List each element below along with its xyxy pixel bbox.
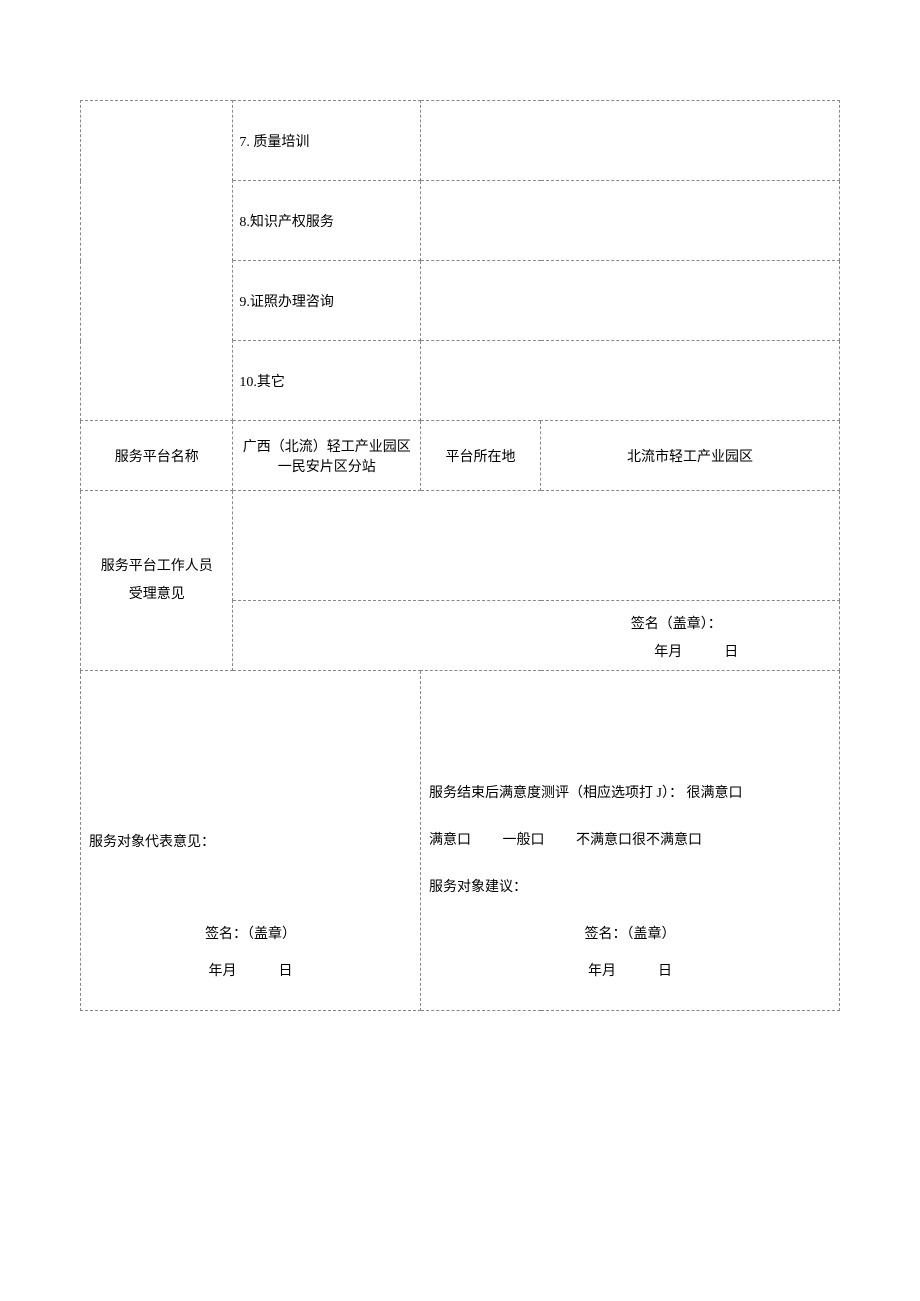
feedback-right-sign: 签名：（盖章） [421, 917, 839, 953]
survey-opt4: 不满意口很不满意口 [576, 833, 702, 848]
staff-opinion-row: 服务平台工作人员 受理意见 [81, 491, 840, 601]
feedback-left-cell: 服务对象代表意见： 签名：（盖章） 年月 日 [81, 671, 421, 1011]
platform-loc-value: 北流市轻工产业园区 [541, 421, 840, 491]
staff-label-line1: 服务平台工作人员 [87, 553, 226, 581]
platform-name-value: 广西（北流）轻工产业园区一民安片区分站 [233, 421, 421, 491]
item-value-9 [421, 261, 840, 341]
item-label-8: 8.知识产权服务 [233, 181, 421, 261]
staff-sign-cell: 签名（盖章）： 年月 日 [233, 601, 840, 671]
item-value-7 [421, 101, 840, 181]
staff-label-line2: 受理意见 [87, 581, 226, 609]
feedback-right-cell: 服务结束后满意度测评（相应选项打 J）： 很满意口 满意口 一般口 不满意口很不… [421, 671, 840, 1011]
suggestion-label: 服务对象建议： [427, 864, 833, 911]
survey-title: 服务结束后满意度测评（相应选项打 J）： [429, 786, 683, 801]
staff-sign-text: 签名（盖章）： [239, 610, 833, 641]
staff-opinion-content [233, 491, 840, 601]
item-label-7: 7. 质量培训 [233, 101, 421, 181]
feedback-left-sign: 签名：（盖章） [81, 917, 420, 953]
platform-name-label: 服务平台名称 [81, 421, 233, 491]
service-form-table: 7. 质量培训 8.知识产权服务 9.证照办理咨询 10.其它 服务平台名称 广… [80, 100, 840, 1011]
item-label-9: 9.证照办理咨询 [233, 261, 421, 341]
staff-date-text: 年月 日 [239, 641, 833, 661]
platform-loc-label: 平台所在地 [421, 421, 541, 491]
survey-line-1: 服务结束后满意度测评（相应选项打 J）： 很满意口 [427, 770, 833, 817]
feedback-right-sign-area: 签名：（盖章） 年月 日 [421, 917, 839, 990]
staff-opinion-label-cell: 服务平台工作人员 受理意见 [81, 491, 233, 671]
left-empty-cell [81, 101, 233, 421]
feedback-left-label: 服务对象代表意见： [87, 827, 414, 855]
survey-opt1: 很满意口 [686, 786, 742, 801]
feedback-row: 服务对象代表意见： 签名：（盖章） 年月 日 服务结束后满意度测评（相应选项打 … [81, 671, 840, 1011]
item-value-8 [421, 181, 840, 261]
item-row-7: 7. 质量培训 [81, 101, 840, 181]
item-value-10 [421, 341, 840, 421]
feedback-left-sign-area: 签名：（盖章） 年月 日 [81, 917, 420, 990]
survey-opt2: 满意口 [429, 833, 471, 848]
survey-opt3: 一般口 [503, 833, 545, 848]
survey-line-2: 满意口 一般口 不满意口很不满意口 [427, 817, 833, 864]
feedback-right-date: 年月 日 [421, 954, 839, 990]
platform-row: 服务平台名称 广西（北流）轻工产业园区一民安片区分站 平台所在地 北流市轻工产业… [81, 421, 840, 491]
feedback-left-date: 年月 日 [81, 954, 420, 990]
item-label-10: 10.其它 [233, 341, 421, 421]
